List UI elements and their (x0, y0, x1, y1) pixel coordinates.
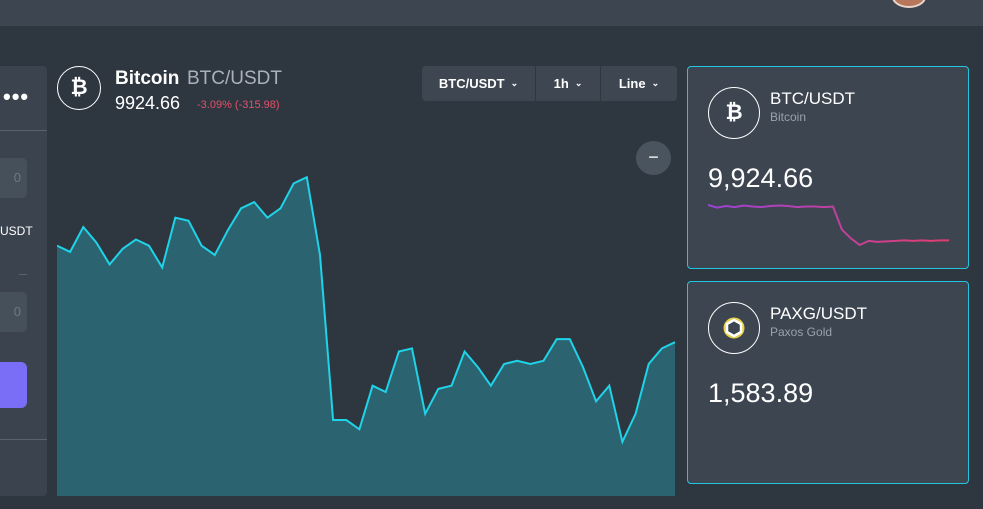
zoom-out-button[interactable]: − (636, 141, 671, 175)
user-avatar[interactable] (892, 0, 926, 8)
market-card-btc[interactable]: ₿ BTC/USDT Bitcoin 9,924.66 (687, 66, 969, 269)
card-coin-name: Bitcoin (770, 110, 807, 124)
price-change: -3.09% (-315.98) (197, 99, 280, 111)
pair-dropdown[interactable]: BTC/USDT ⌄ (422, 66, 536, 101)
paxos-gold-icon (723, 317, 745, 339)
market-card-paxg[interactable]: PAXG/USDT Paxos Gold 1,583.89 (687, 281, 969, 484)
chart-series-line (57, 175, 676, 445)
card-coin-name: Paxos Gold (770, 325, 833, 339)
card-price: 9,924.66 (708, 163, 814, 193)
bitcoin-icon: ₿ (708, 87, 760, 139)
interval-dropdown-label: 1h (553, 76, 569, 91)
amount-input[interactable]: 0 (0, 292, 27, 332)
price-area-chart[interactable] (57, 146, 677, 496)
chart-type-dropdown[interactable]: Line ⌄ (601, 66, 677, 101)
card-pair: BTC/USDT (770, 89, 855, 108)
sparkline-path (708, 204, 949, 247)
bitcoin-icon: ₿ (57, 66, 101, 110)
price-chart-panel: ₿ Bitcoin BTC/USDT 9924.66 -3.09% (-315.… (57, 66, 677, 496)
submit-order-button[interactable] (0, 362, 27, 408)
chart-type-dropdown-label: Line (618, 76, 646, 91)
card-pair: PAXG/USDT (770, 304, 867, 323)
coin-pair: BTC/USDT (187, 68, 282, 89)
current-price: 9924.66 (115, 93, 181, 113)
chevron-down-icon: ⌄ (510, 78, 519, 88)
chart-toolbar: BTC/USDT ⌄ 1h ⌄ Line ⌄ (422, 66, 677, 101)
paxos-gold-icon (708, 302, 760, 354)
divider (0, 130, 47, 131)
price-input[interactable]: 0 (0, 158, 27, 198)
divider (0, 439, 47, 440)
chevron-down-icon: ⌄ (574, 78, 583, 88)
chevron-down-icon: ⌄ (651, 78, 660, 88)
more-options-icon[interactable]: ••• (3, 84, 30, 109)
top-bar (0, 0, 983, 26)
interval-dropdown[interactable]: 1h ⌄ (536, 66, 601, 101)
chart-area-fill (57, 177, 675, 496)
pair-dropdown-label: BTC/USDT (438, 76, 505, 91)
card-sparkline (708, 204, 949, 247)
order-panel: ••• 0 USDT 0 (0, 66, 47, 496)
divider (19, 274, 27, 275)
coin-name: Bitcoin (115, 68, 180, 89)
currency-label: USDT (0, 224, 33, 238)
card-price: 1,583.89 (708, 378, 814, 408)
card-sparkline (708, 431, 949, 433)
